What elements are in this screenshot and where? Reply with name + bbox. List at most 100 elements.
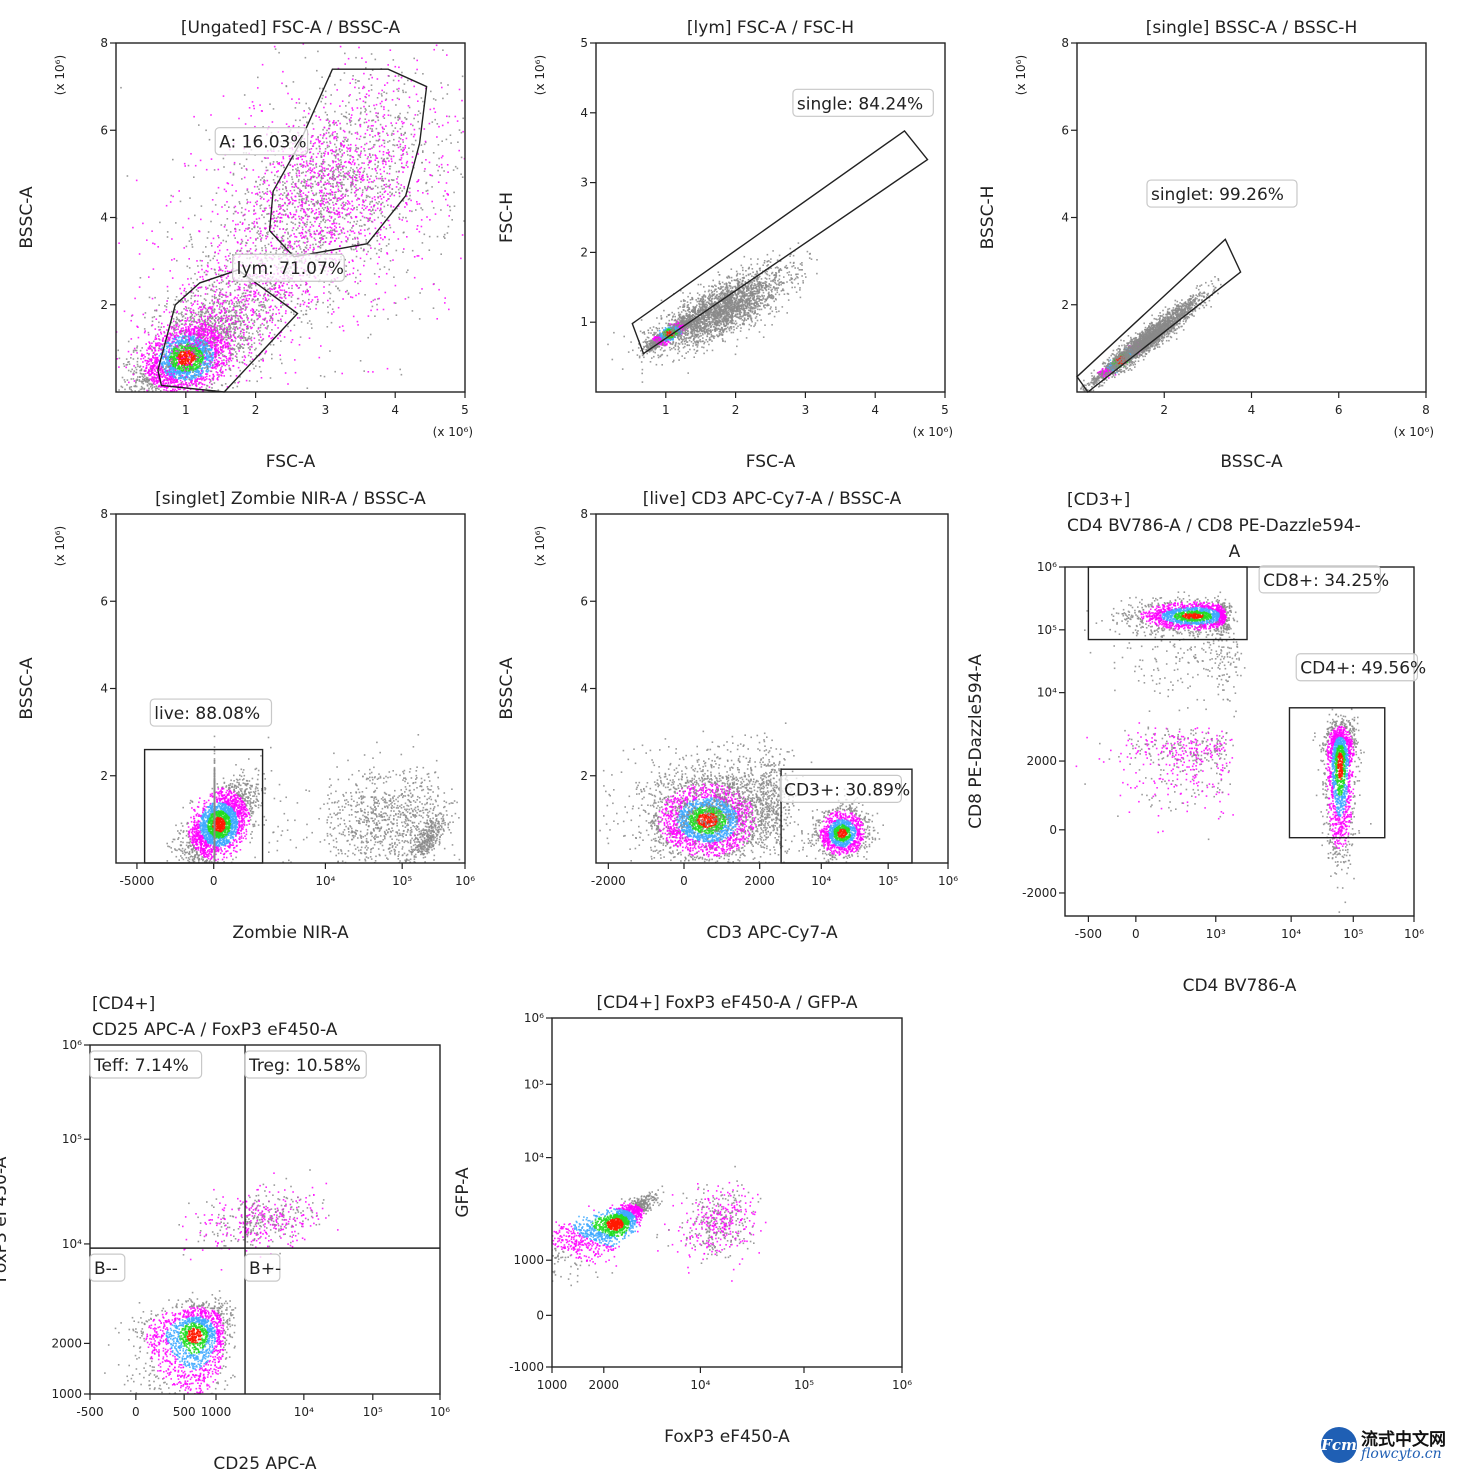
gate-label: single: 84.24% — [797, 94, 923, 114]
watermark-name: 流式中文网 — [1361, 1425, 1446, 1450]
y-tick-label: 2 — [1061, 298, 1069, 312]
event-dots — [607, 242, 818, 383]
x-tick-label: 10⁶ — [938, 874, 958, 888]
gate-label: Treg: 10.58% — [248, 1056, 361, 1076]
x-tick-label: 10⁴ — [1281, 927, 1301, 941]
gate-label: lym: 71.07% — [237, 259, 344, 279]
y-tick-label: 10⁶ — [1037, 560, 1057, 574]
x-tick-label: 10⁶ — [430, 1405, 450, 1419]
gate-single — [631, 129, 929, 355]
x-tick-label: 10⁴ — [294, 1405, 314, 1419]
plot-title: [single] BSSC-A / BSSC-H — [1146, 18, 1357, 38]
gate-cd4 — [1288, 707, 1386, 839]
x-axis-label: FSC-A — [266, 452, 316, 472]
y-tick-label: 6 — [1061, 123, 1069, 137]
y-multiplier: (x 10⁶) — [53, 55, 67, 95]
gate-label-box — [1295, 653, 1419, 682]
x-tick-label: 2000 — [589, 1378, 620, 1392]
y-tick-label: 2 — [100, 298, 108, 312]
x-tick-label: 10⁵ — [794, 1378, 814, 1392]
y-axis-label: BSSC-A — [17, 186, 37, 249]
y-tick-label: 4 — [580, 106, 588, 120]
gate-label: B+- — [249, 1259, 281, 1279]
y-tick-label: 10⁵ — [1037, 623, 1057, 637]
x-tick-label: 6 — [1335, 403, 1343, 417]
y-axis-label: BSSC-A — [17, 657, 37, 720]
x-tick-label: 10⁴ — [811, 874, 831, 888]
x-tick-label: 2 — [732, 403, 740, 417]
gate-cd8 — [1087, 566, 1248, 641]
y-tick-label: 10⁴ — [62, 1237, 82, 1251]
y-tick-label: 6 — [100, 123, 108, 137]
y-tick-label: 2 — [580, 769, 588, 783]
x-tick-label: 4 — [871, 403, 879, 417]
event-dots — [116, 43, 465, 392]
x-multiplier: (x 10⁶) — [1394, 425, 1434, 439]
x-tick-label: 1000 — [201, 1405, 232, 1419]
x-axis-label: BSSC-A — [1220, 452, 1283, 472]
plot-frame — [595, 42, 946, 393]
x-tick-label: 1 — [662, 403, 670, 417]
x-tick-label: 10⁵ — [363, 1405, 383, 1419]
gate-label: live: 88.08% — [154, 704, 260, 724]
plot-title: A — [1229, 542, 1241, 562]
gate-label-box — [792, 88, 934, 117]
event-dots — [104, 1169, 339, 1394]
y-tick-label: 1000 — [51, 1387, 82, 1401]
gate-live — [143, 748, 264, 864]
x-tick-label: 10⁵ — [1343, 927, 1363, 941]
x-tick-label: 0 — [1132, 927, 1140, 941]
x-tick-label: 2000 — [744, 874, 775, 888]
y-multiplier: (x 10⁶) — [533, 526, 547, 566]
y-axis-label: GFP-A — [453, 1167, 473, 1218]
x-tick-label: -500 — [76, 1405, 103, 1419]
gate-label-box — [89, 1050, 203, 1079]
x-tick-label: -2000 — [591, 874, 626, 888]
event-dots — [552, 1165, 767, 1287]
plot-p6: [CD3+] CD4 BV786-A / CD8 PE-Dazzle594- A -5… — [966, 490, 1426, 996]
y-tick-label: 4 — [100, 211, 108, 225]
x-tick-label: 2 — [252, 403, 260, 417]
gate-label: B-- — [94, 1259, 118, 1279]
gate-label-box — [1146, 179, 1298, 208]
gate-a — [268, 68, 428, 258]
x-tick-label: 0 — [132, 1405, 140, 1419]
y-tick-label: 4 — [100, 682, 108, 696]
y-tick-label: -2000 — [1022, 886, 1057, 900]
y-tick-label: 6 — [580, 594, 588, 608]
y-axis-label: CD8 PE-Dazzle594-A — [966, 654, 986, 829]
y-tick-label: 10⁵ — [524, 1077, 544, 1091]
plot-title: [CD4+] FoxP3 eF450-A / GFP-A — [596, 993, 857, 1013]
x-tick-label: -500 — [1075, 927, 1102, 941]
x-tick-label: 10⁴ — [690, 1378, 710, 1392]
x-axis-label: Zombie NIR-A — [232, 923, 349, 943]
y-tick-label: -1000 — [509, 1360, 544, 1374]
gate-label: A: 16.03% — [219, 133, 306, 153]
x-axis-label: CD4 BV786-A — [1183, 976, 1297, 996]
x-tick-label: 10⁵ — [392, 874, 412, 888]
plot-frame — [551, 1017, 903, 1368]
x-tick-label: 3 — [802, 403, 810, 417]
gate-label: Teff: 7.14% — [93, 1056, 189, 1076]
y-tick-label: 1 — [580, 315, 588, 329]
plot-p8: [CD4+] FoxP3 eF450-A / GFP-A 1000 2000 10⁴ 1… — [453, 993, 912, 1447]
plot-frame — [1064, 566, 1415, 917]
x-tick-label: 0 — [210, 874, 218, 888]
gate-label: CD8+: 34.25% — [1263, 571, 1389, 591]
gate-label-box — [232, 253, 345, 282]
y-axis-label: BSSC-H — [978, 186, 998, 250]
y-tick-label: 4 — [1061, 211, 1069, 225]
y-tick-label: 5 — [580, 36, 588, 50]
y-multiplier: (x 10⁶) — [1014, 55, 1028, 95]
event-dots — [1075, 591, 1372, 913]
x-axis-label: FSC-A — [746, 452, 796, 472]
y-tick-label: 10⁴ — [1037, 686, 1057, 700]
gate-label-box — [244, 1050, 367, 1079]
gate-label-box — [214, 127, 309, 156]
event-dots — [166, 734, 461, 863]
y-tick-label: 4 — [580, 682, 588, 696]
y-tick-label: 10⁶ — [524, 1011, 544, 1025]
gate-label-box — [149, 698, 273, 727]
plot-title: [CD4+] — [92, 994, 155, 1014]
